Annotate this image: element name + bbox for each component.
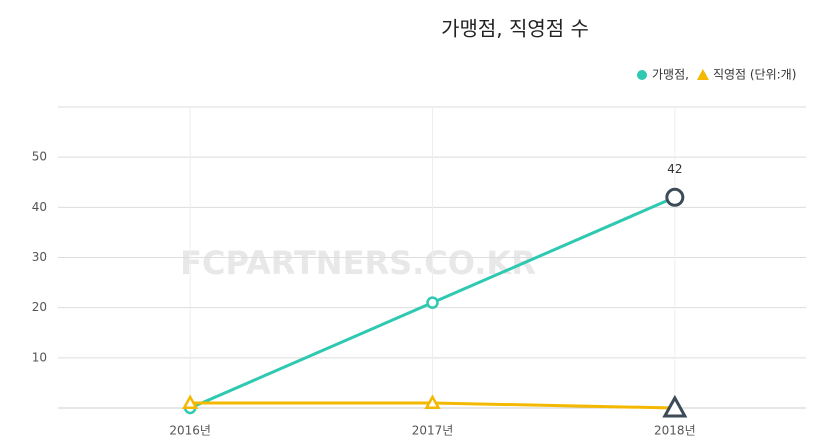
x-tick-label: 2017년: [412, 424, 454, 438]
chart-title: 가맹점, 직영점 수: [441, 17, 589, 41]
legend-marker: [637, 70, 647, 80]
point: [665, 187, 685, 207]
y-tick-label: 10: [32, 350, 47, 364]
point: [426, 296, 439, 309]
point: [662, 394, 688, 418]
watermark: FCPARTNERS.CO.KR: [180, 244, 536, 282]
point: [182, 394, 199, 410]
legend-label: 가맹점,: [652, 68, 689, 82]
x-tick-label: 2018년: [654, 424, 696, 438]
legend-marker: [696, 69, 709, 80]
y-tick-label: 20: [32, 300, 47, 314]
y-tick-label: 40: [32, 200, 47, 214]
point: [424, 394, 441, 410]
x-tick-label: 2016년: [169, 424, 211, 438]
legend-label: 직영점 (단위:개): [713, 68, 796, 82]
legend: 가맹점, 직영점 (단위:개): [637, 68, 796, 82]
y-tick-label: 50: [32, 150, 47, 164]
data-label: 42: [667, 162, 682, 176]
y-tick-label: 30: [32, 250, 47, 264]
